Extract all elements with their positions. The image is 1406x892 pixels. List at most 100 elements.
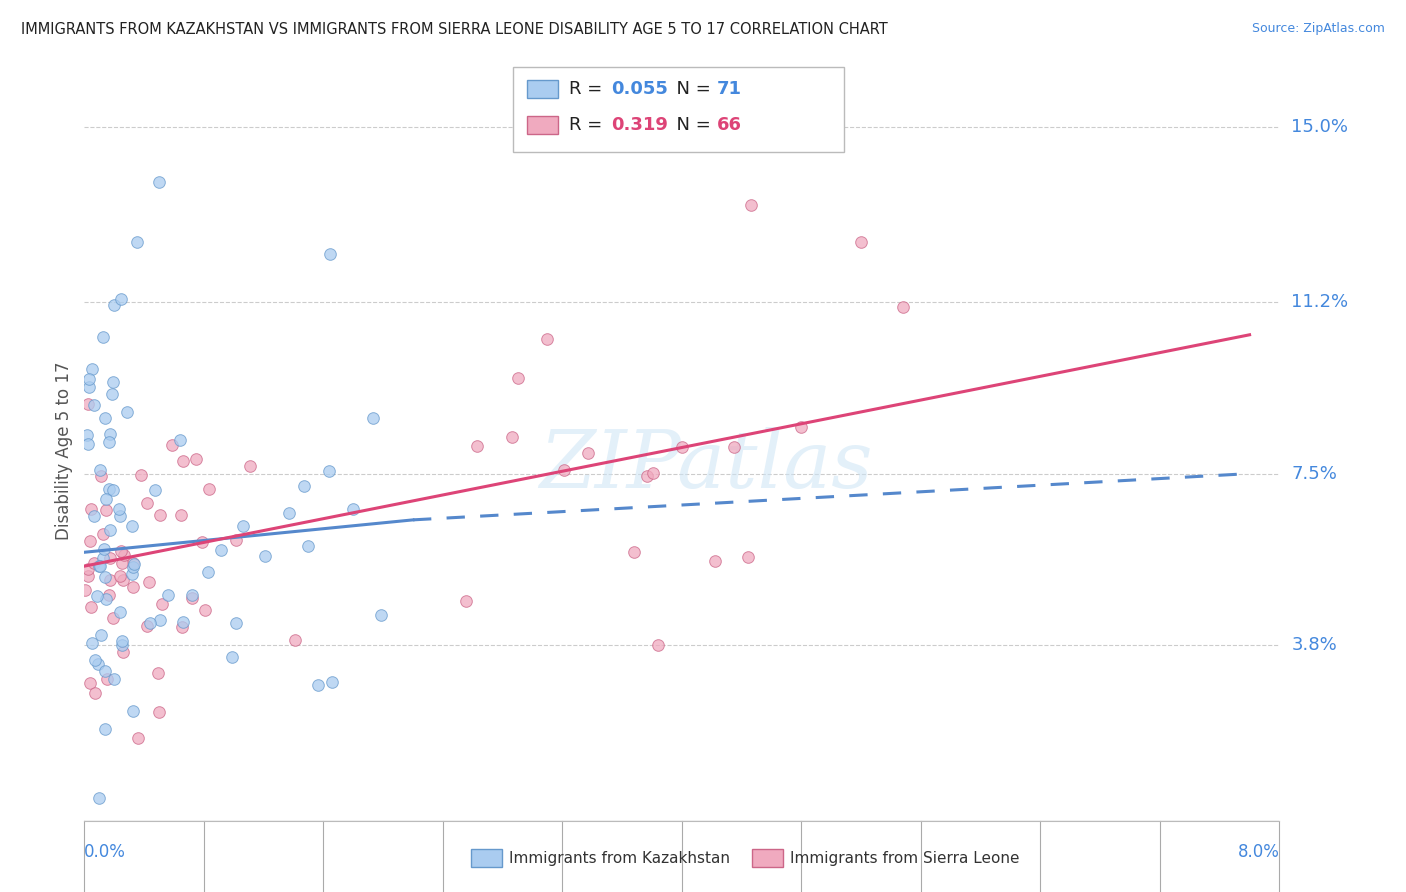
Point: [194, 603, 217, 617]
Point: [790, 420, 813, 434]
Point: [321, 675, 343, 690]
Point: [108, 606, 131, 620]
Point: [79, 676, 101, 690]
Point: [294, 479, 316, 493]
Point: [77, 436, 100, 450]
Text: 11.2%: 11.2%: [1292, 293, 1348, 311]
Point: [253, 549, 276, 563]
Point: [110, 568, 132, 582]
Point: [143, 483, 166, 497]
Point: [172, 453, 194, 467]
Text: 3.8%: 3.8%: [1292, 636, 1337, 654]
Point: [98, 573, 121, 587]
Point: [139, 616, 162, 631]
Point: [80, 636, 103, 650]
Point: [103, 673, 125, 687]
Point: [100, 551, 122, 566]
Point: [79, 534, 101, 549]
Point: [117, 405, 139, 419]
Point: [671, 440, 693, 454]
Text: ZIPatlas: ZIPatlas: [538, 426, 873, 504]
Point: [80, 361, 103, 376]
Point: [77, 397, 100, 411]
Point: [77, 372, 100, 386]
Point: [297, 539, 319, 553]
Point: [73, 583, 96, 598]
Point: [456, 594, 478, 608]
Point: [112, 645, 135, 659]
Point: [125, 235, 148, 250]
Point: [100, 426, 122, 441]
Point: [225, 615, 247, 630]
Point: [127, 731, 149, 746]
Point: [89, 463, 111, 477]
Point: [221, 650, 243, 665]
Point: [150, 597, 173, 611]
Point: [319, 246, 342, 260]
Point: [465, 439, 488, 453]
Point: [641, 466, 664, 480]
Point: [111, 574, 134, 588]
Text: 0.055: 0.055: [612, 80, 668, 98]
Point: [197, 565, 219, 579]
Point: [103, 298, 125, 312]
Point: [94, 503, 117, 517]
Text: 0.319: 0.319: [612, 116, 668, 134]
Point: [87, 657, 110, 671]
Point: [148, 705, 170, 719]
Point: [80, 599, 103, 614]
Point: [851, 235, 873, 250]
Point: [108, 508, 131, 523]
Point: [94, 570, 117, 584]
Point: [101, 376, 124, 390]
Point: [129, 467, 152, 482]
Point: [277, 506, 299, 520]
Point: [91, 527, 114, 541]
Point: [501, 430, 523, 444]
Point: [98, 588, 121, 602]
Point: [87, 559, 110, 574]
Point: [112, 548, 135, 562]
Point: [86, 589, 108, 603]
Text: 7.5%: 7.5%: [1292, 465, 1337, 483]
Point: [209, 542, 232, 557]
Point: [636, 468, 658, 483]
Point: [122, 580, 145, 594]
Point: [98, 434, 121, 449]
Text: 71: 71: [717, 80, 742, 98]
Point: [135, 495, 157, 509]
Point: [148, 613, 170, 627]
Text: 8.0%: 8.0%: [1237, 843, 1279, 861]
Point: [704, 554, 727, 568]
Text: R =: R =: [569, 116, 609, 134]
Point: [370, 608, 392, 623]
Point: [108, 502, 131, 516]
Point: [647, 638, 669, 652]
Point: [162, 438, 184, 452]
Point: [508, 371, 530, 385]
Point: [553, 463, 575, 477]
Point: [93, 542, 115, 557]
Point: [101, 611, 124, 625]
Point: [198, 482, 221, 496]
Point: [90, 468, 112, 483]
Point: [135, 618, 157, 632]
Point: [89, 559, 111, 574]
Point: [84, 653, 107, 667]
Point: [111, 556, 134, 570]
Point: [232, 519, 254, 533]
Point: [740, 198, 762, 212]
Point: [94, 723, 117, 737]
Point: [284, 633, 307, 648]
Point: [149, 508, 172, 522]
Point: [76, 428, 98, 442]
Point: [138, 574, 160, 589]
Point: [77, 379, 100, 393]
Point: [122, 556, 145, 570]
Text: 15.0%: 15.0%: [1292, 118, 1348, 136]
Point: [100, 387, 122, 401]
Point: [239, 459, 262, 474]
Point: [121, 704, 143, 718]
Text: Immigrants from Kazakhstan: Immigrants from Kazakhstan: [509, 851, 730, 865]
Point: [96, 672, 118, 686]
